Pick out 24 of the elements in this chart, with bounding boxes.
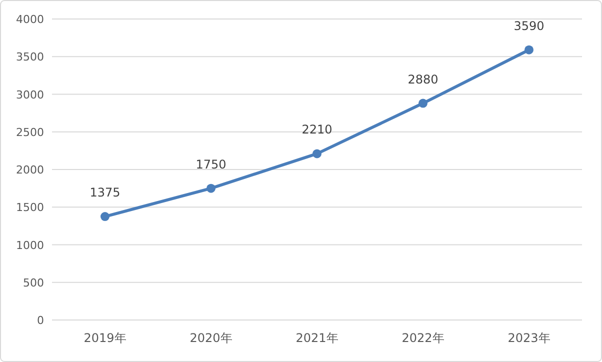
point (524, 45, 534, 54)
y-tick-label: 0 (37, 314, 44, 327)
x-tick-label: 2022年 (402, 331, 444, 345)
y-tick-label: 1500 (16, 201, 44, 214)
x-tick-label: 2021年 (296, 331, 338, 345)
point (100, 212, 110, 222)
y-tick-label: 3500 (16, 50, 44, 64)
x-tick-label: 2023年 (508, 331, 550, 345)
data-label: 3590 (514, 18, 544, 33)
data-label: 2210 (302, 122, 332, 137)
data-label: 1750 (196, 157, 226, 172)
point (206, 184, 216, 193)
y-tick-label: 2500 (16, 126, 44, 139)
y-tick-label: 3000 (16, 88, 44, 102)
data-label: 2880 (408, 72, 438, 86)
y-tick-label: 4000 (16, 13, 44, 26)
point (418, 98, 428, 108)
y-tick-label: 1000 (16, 238, 44, 252)
point (312, 149, 322, 158)
y-tick-label: 2000 (16, 164, 44, 176)
y-tick-label: 500 (23, 276, 44, 290)
x-tick-label: 2020年 (190, 331, 232, 345)
x-tick-label: 2019年 (84, 331, 126, 345)
data-label: 1375 (90, 186, 120, 200)
